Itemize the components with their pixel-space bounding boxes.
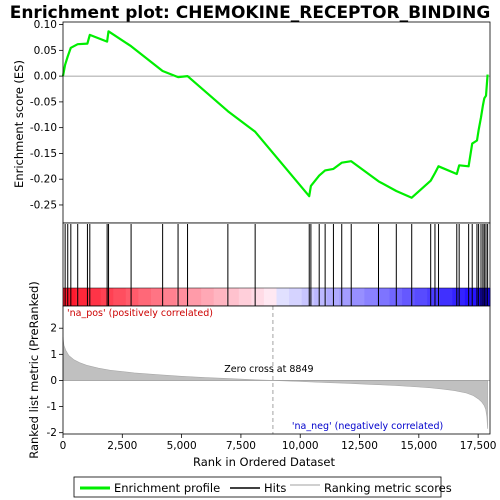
rank-gradient-segment bbox=[226, 288, 240, 306]
legend-hits-label: Hits bbox=[264, 481, 286, 495]
rank-gradient-segment bbox=[314, 288, 328, 306]
es-panel: 0.10 0.05 0.00 -0.05 -0.10 -0.15 -0.20 -0.25 bbox=[30, 19, 491, 224]
x-axis-label: Rank in Ordered Dataset bbox=[193, 455, 336, 469]
rank-gradient-segment bbox=[138, 288, 152, 306]
x-tick-label: 10,000 bbox=[282, 440, 319, 452]
rank-gradient-segment bbox=[113, 288, 127, 306]
rank-gradient-segment bbox=[201, 288, 215, 306]
rank-gradient-segment bbox=[289, 288, 303, 306]
rank-gradient-segment bbox=[125, 288, 139, 306]
legend-enrichment-label: Enrichment profile bbox=[114, 481, 220, 495]
x-tick-label: 2,500 bbox=[107, 440, 137, 452]
positive-correlation-label: 'na_pos' (positively correlated) bbox=[67, 308, 213, 319]
rank-gradient-segment bbox=[88, 288, 102, 306]
es-y-tick-label: -0.10 bbox=[30, 122, 57, 134]
rank-gradient-segment bbox=[376, 288, 391, 306]
rank-gradient-segment bbox=[63, 288, 77, 306]
metric-axis-label: Ranked list metric (PreRanked) bbox=[27, 281, 41, 459]
es-y-tick-label: -0.15 bbox=[30, 148, 57, 160]
legend: Enrichment profile Hits Ranking metric s… bbox=[73, 476, 452, 498]
rank-gradient-segment bbox=[75, 288, 89, 306]
rank-gradient-segment bbox=[188, 288, 202, 306]
metric-y-tick-label: 2 bbox=[50, 323, 57, 335]
x-tick-label: 12,500 bbox=[341, 440, 378, 452]
es-y-tick-label: 0.10 bbox=[34, 19, 57, 31]
rank-gradient-segment bbox=[339, 288, 353, 306]
legend-metric-label: Ranking metric scores bbox=[324, 481, 452, 495]
negative-correlation-label: 'na_neg' (negatively correlated) bbox=[292, 421, 443, 432]
rank-gradient-segment bbox=[176, 288, 190, 306]
es-y-tick-label: -0.05 bbox=[30, 96, 57, 108]
rank-gradient-segment bbox=[163, 288, 177, 306]
x-tick-label: 7,500 bbox=[226, 440, 256, 452]
es-axis-label: Enrichment score (ES) bbox=[12, 60, 26, 188]
es-y-tick-label: 0.00 bbox=[34, 71, 57, 83]
es-y-tick-label: 0.05 bbox=[34, 45, 57, 57]
rank-gradient-segment bbox=[213, 288, 227, 306]
rank-gradient-segment bbox=[464, 288, 478, 306]
rank-gradient-segment bbox=[263, 288, 277, 306]
x-tick-label: 17,500 bbox=[460, 440, 497, 452]
es-y-tick-label: -0.25 bbox=[30, 199, 57, 211]
x-tick-label: 5,000 bbox=[167, 440, 197, 452]
zero-cross-label: Zero cross at 8849 bbox=[224, 364, 313, 375]
metric-y-tick-label: 1 bbox=[50, 349, 57, 361]
es-plot-area bbox=[63, 22, 490, 223]
legend-box bbox=[73, 476, 442, 498]
metric-plot-area bbox=[63, 306, 490, 434]
metric-frame bbox=[62, 305, 491, 435]
rank-gradient-segment bbox=[402, 288, 416, 306]
rank-gradient-segment bbox=[414, 288, 428, 306]
rank-gradient-segment bbox=[150, 288, 164, 306]
rank-gradient-segment bbox=[301, 288, 315, 306]
rank-gradient-segment bbox=[364, 288, 378, 306]
rank-gradient-segment bbox=[251, 288, 265, 306]
metric-y-tick-label: 0 bbox=[50, 375, 57, 387]
chart-title: Enrichment plot: CHEMOKINE_RECEPTOR_BIND… bbox=[10, 3, 491, 23]
enrichment-profile-line bbox=[61, 30, 489, 199]
hits-panel bbox=[62, 222, 491, 307]
metric-y-tick-label: -1 bbox=[47, 401, 57, 413]
x-tick-label: 0 bbox=[60, 440, 67, 452]
rank-gradient-segment bbox=[238, 288, 252, 306]
rank-gradient-segment bbox=[351, 288, 365, 306]
metric-panel: Zero cross at 8849 'na_pos' (positively c… bbox=[47, 305, 497, 452]
rank-gradient-segment bbox=[276, 288, 290, 306]
ranking-metric-area bbox=[62, 337, 488, 429]
es-y-tick-label: -0.20 bbox=[30, 174, 57, 186]
x-tick-label: 15,000 bbox=[400, 440, 437, 452]
metric-y-tick-label: -2 bbox=[47, 427, 57, 439]
rank-gradient-segment bbox=[439, 288, 453, 306]
